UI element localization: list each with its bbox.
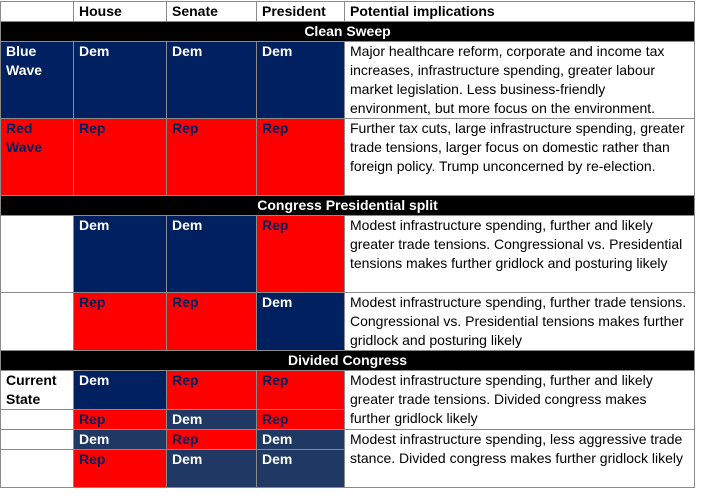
senate-cell: Rep [166,118,257,196]
president-cell: Rep [256,118,345,196]
header-implications: Potential implications [344,1,695,22]
row-split-2: Rep Rep Dem Modest infrastructure spendi… [0,292,695,351]
implications-cell: Further tax cuts, large infrastructure s… [344,118,695,196]
senate-cell: Dem [166,215,257,293]
row-divided-1: Current State Dem Rep Rep Modest infrast… [0,370,695,430]
senate-cell: Dem [166,41,257,119]
president-cell: Dem [256,429,345,450]
row-label: Current State [0,370,74,410]
row-divided-4: Rep Dem Dem [0,449,695,488]
house-cell: Dem [73,215,167,293]
row-label [0,429,74,450]
header-house: House [73,1,167,22]
section-clean-sweep: Clean Sweep [0,21,695,42]
row-label: Red Wave [0,118,74,196]
row-label: Blue Wave [0,41,74,119]
section-title: Congress Presidential split [0,195,695,216]
house-cell: Dem [73,429,167,450]
senate-cell: Rep [166,292,257,351]
president-cell: Rep [256,409,345,430]
row-divided-3: Dem Rep Dem Modest infrastructure spendi… [0,429,695,488]
header-blank [0,1,74,22]
house-cell: Dem [73,370,167,410]
implications-cell: Modest infrastructure spending, less agg… [344,429,695,488]
senate-cell: Dem [166,409,257,430]
section-title: Clean Sweep [0,21,695,42]
president-cell: Rep [256,370,345,410]
president-cell: Dem [256,292,345,351]
row-blue-wave: Blue Wave Dem Dem Dem Major healthcare r… [0,41,695,119]
senate-cell: Dem [166,449,257,488]
row-label [0,449,74,488]
section-title: Divided Congress [0,350,695,371]
implications-cell: Modest infrastructure spending, further … [344,215,695,293]
senate-cell: Rep [166,429,257,450]
president-cell: Dem [256,41,345,119]
row-split-1: Dem Dem Rep Modest infrastructure spendi… [0,215,695,293]
president-cell: Dem [256,449,345,488]
implications-cell: Major healthcare reform, corporate and i… [344,41,695,119]
row-label [0,409,74,430]
header-senate: Senate [166,1,257,22]
scenario-table: House Senate President Potential implica… [0,1,695,488]
house-cell: Rep [73,409,167,430]
row-label [0,215,74,293]
implications-cell: Modest infrastructure spending, further … [344,370,695,430]
row-red-wave: Red Wave Rep Rep Rep Further tax cuts, l… [0,118,695,196]
section-congress-presidential-split: Congress Presidential split [0,195,695,216]
house-cell: Rep [73,292,167,351]
house-cell: Rep [73,118,167,196]
house-cell: Dem [73,41,167,119]
implications-cell: Modest infrastructure spending, further … [344,292,695,351]
row-label [0,292,74,351]
house-cell: Rep [73,449,167,488]
header-row: House Senate President Potential implica… [0,1,695,22]
president-cell: Rep [256,215,345,293]
senate-cell: Rep [166,370,257,410]
header-president: President [256,1,345,22]
section-divided-congress: Divided Congress [0,350,695,371]
